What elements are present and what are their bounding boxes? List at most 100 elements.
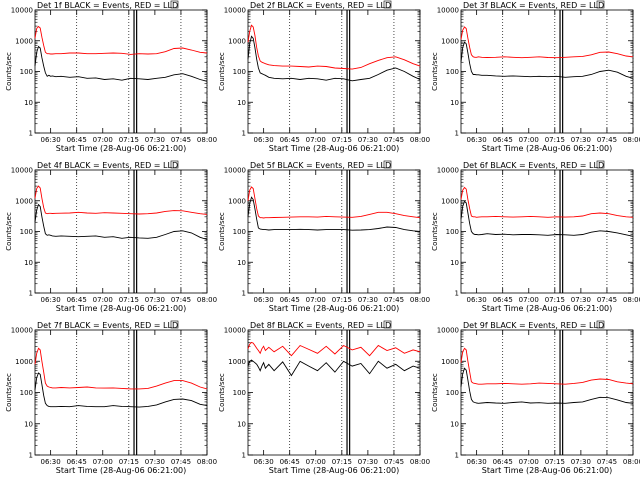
x-tick-label: 06:45 bbox=[67, 458, 87, 466]
chart-panel-4: Det 4f BLACK = Events, RED = LLD 1 10 100 10… bbox=[5, 160, 217, 313]
x-tick-label: 07:00 bbox=[306, 458, 326, 466]
y-tick-label: 1 bbox=[29, 130, 33, 138]
y-tick-label: 100 bbox=[233, 389, 246, 397]
x-tick-label: 07:45 bbox=[597, 458, 617, 466]
y-tick-label: 10000 bbox=[437, 7, 459, 15]
chart-title: Det 7f BLACK = Events, RED = LLD bbox=[37, 321, 178, 330]
x-tick-label: 07:00 bbox=[519, 136, 539, 144]
y-tick-label: 10 bbox=[450, 99, 459, 107]
series-line-events bbox=[460, 41, 634, 79]
x-tick-label: 06:30 bbox=[41, 458, 61, 466]
chart-title: Det 2f BLACK = Events, RED = LLD bbox=[250, 1, 391, 10]
chart-panel-6: Det 6f BLACK = Events, RED = LLD 1 10 100 10… bbox=[431, 160, 640, 313]
chart-panel-7: Det 7f BLACK = Events, RED = LLD 1 10 100 10… bbox=[5, 320, 217, 475]
y-tick-label: 1 bbox=[242, 290, 246, 298]
x-tick-label: 06:30 bbox=[41, 296, 61, 304]
y-tick-label: 1000 bbox=[228, 197, 246, 205]
x-tick-label: 08:00 bbox=[410, 458, 430, 466]
x-tick-label: 07:30 bbox=[571, 296, 591, 304]
chart-panel-3: Det 3f BLACK = Events, RED = LLD 1 10 100 10… bbox=[431, 0, 640, 153]
x-tick-label: 07:15 bbox=[545, 458, 565, 466]
x-tick-label: 06:45 bbox=[67, 136, 87, 144]
legend-box-icon bbox=[383, 320, 392, 329]
legend-box-icon bbox=[383, 0, 392, 9]
x-tick-label: 06:45 bbox=[493, 136, 513, 144]
y-tick-label: 1000 bbox=[15, 37, 33, 45]
y-tick-label: 1000 bbox=[15, 358, 33, 366]
y-tick-label: 1000 bbox=[441, 197, 459, 205]
x-tick-label: 07:15 bbox=[119, 458, 139, 466]
x-tick-label: 08:00 bbox=[623, 136, 640, 144]
x-tick-label: 07:45 bbox=[384, 136, 404, 144]
y-axis-label: Counts/sec bbox=[431, 52, 439, 91]
x-tick-label: 07:15 bbox=[119, 136, 139, 144]
x-tick-label: 08:00 bbox=[623, 458, 640, 466]
x-tick-label: 06:30 bbox=[467, 136, 487, 144]
x-axis-label: Start Time (28-Aug-06 06:21:00) bbox=[269, 144, 400, 153]
x-tick-label: 07:45 bbox=[384, 296, 404, 304]
y-axis-label: Counts/sec bbox=[218, 52, 226, 91]
chart-title: Det 1f BLACK = Events, RED = LLD bbox=[37, 1, 178, 10]
legend-box-icon bbox=[170, 0, 179, 9]
x-tick-label: 07:45 bbox=[384, 458, 404, 466]
y-tick-label: 100 bbox=[233, 228, 246, 236]
series-line-events bbox=[460, 367, 634, 404]
series-line-lld bbox=[247, 24, 421, 70]
y-tick-label: 10000 bbox=[11, 327, 33, 335]
y-axis-label: Counts/sec bbox=[431, 212, 439, 251]
x-tick-label: 08:00 bbox=[197, 458, 217, 466]
y-tick-label: 10 bbox=[24, 420, 33, 428]
series-line-events bbox=[34, 203, 208, 240]
legend-box-icon bbox=[596, 0, 605, 9]
chart-panel-9: Det 9f BLACK = Events, RED = LLD 1 10 100 10… bbox=[431, 320, 640, 475]
series-line-lld bbox=[247, 341, 421, 357]
y-tick-label: 10 bbox=[450, 420, 459, 428]
series-line-events bbox=[34, 45, 208, 82]
x-tick-label: 07:15 bbox=[332, 458, 352, 466]
x-tick-label: 07:00 bbox=[306, 296, 326, 304]
x-tick-label: 06:30 bbox=[467, 296, 487, 304]
series-line-events bbox=[247, 359, 421, 377]
y-tick-label: 100 bbox=[20, 68, 33, 76]
series-line-lld bbox=[34, 25, 208, 55]
y-tick-label: 10000 bbox=[224, 7, 246, 15]
x-tick-label: 07:15 bbox=[545, 136, 565, 144]
y-axis-label: Counts/sec bbox=[218, 373, 226, 412]
y-tick-label: 1 bbox=[455, 290, 459, 298]
legend-box-icon bbox=[170, 160, 179, 169]
x-tick-label: 06:45 bbox=[280, 136, 300, 144]
x-tick-label: 07:45 bbox=[597, 296, 617, 304]
x-tick-label: 07:45 bbox=[171, 458, 191, 466]
x-tick-label: 07:30 bbox=[571, 136, 591, 144]
x-tick-label: 07:30 bbox=[145, 296, 165, 304]
x-tick-label: 06:45 bbox=[493, 458, 513, 466]
series-line-events bbox=[460, 200, 634, 237]
x-tick-label: 07:00 bbox=[93, 136, 113, 144]
y-tick-label: 10000 bbox=[11, 7, 33, 15]
chart-title: Det 6f BLACK = Events, RED = LLD bbox=[463, 161, 604, 170]
y-axis-label: Counts/sec bbox=[5, 52, 13, 91]
chart-panel-8: Det 8f BLACK = Events, RED = LLD 1 10 100 10… bbox=[218, 320, 430, 475]
x-tick-label: 07:45 bbox=[171, 136, 191, 144]
y-tick-label: 100 bbox=[446, 68, 459, 76]
y-axis-label: Counts/sec bbox=[431, 373, 439, 412]
y-tick-label: 1000 bbox=[228, 37, 246, 45]
chart-title: Det 9f BLACK = Events, RED = LLD bbox=[463, 321, 604, 330]
y-tick-label: 1000 bbox=[15, 197, 33, 205]
y-tick-label: 1 bbox=[242, 452, 246, 460]
legend-box-icon bbox=[596, 160, 605, 169]
x-axis-label: Start Time (28-Aug-06 06:21:00) bbox=[56, 144, 187, 153]
x-axis-label: Start Time (28-Aug-06 06:21:00) bbox=[482, 304, 613, 313]
y-tick-label: 10000 bbox=[224, 327, 246, 335]
y-tick-label: 1 bbox=[29, 452, 33, 460]
series-line-events bbox=[247, 35, 421, 82]
legend-box-icon bbox=[596, 320, 605, 329]
x-tick-label: 06:30 bbox=[254, 136, 274, 144]
x-axis-label: Start Time (28-Aug-06 06:21:00) bbox=[269, 466, 400, 475]
chart-panel-2: Det 2f BLACK = Events, RED = LLD 1 10 100 10… bbox=[218, 0, 430, 153]
x-tick-label: 06:30 bbox=[254, 296, 274, 304]
x-tick-label: 07:15 bbox=[332, 296, 352, 304]
y-tick-label: 10 bbox=[237, 259, 246, 267]
